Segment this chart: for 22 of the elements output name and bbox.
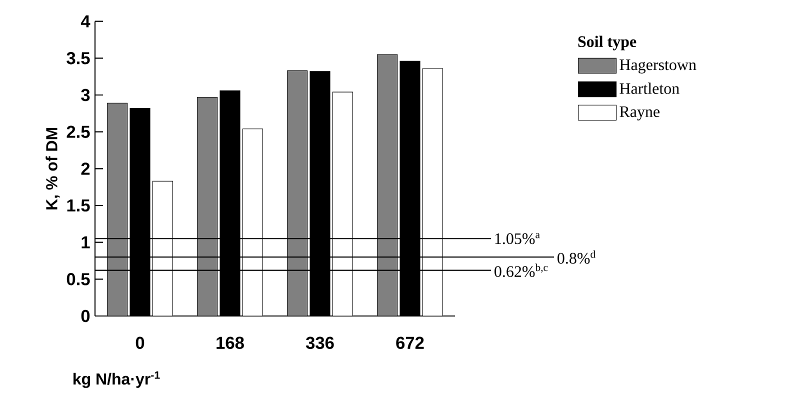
- x-tick-label: 168: [216, 336, 244, 349]
- x-tick-label: 0: [136, 336, 144, 349]
- y-tick-label: 3.5: [66, 52, 90, 64]
- ref-line-label: 0.62%$^{b,c}$: [494, 264, 548, 278]
- legend-title: Soil type: [578, 36, 636, 50]
- y-tick-label: 4: [80, 15, 90, 28]
- ref-line-label: 1.05%$^{a}$: [495, 233, 540, 244]
- y-tick-label: 1: [82, 236, 90, 248]
- x-tick-label: 672: [396, 336, 424, 349]
- legend-label: Rayne: [620, 106, 660, 120]
- y-tick-label: 2: [81, 162, 90, 175]
- y-tick-label: 1.5: [67, 199, 90, 212]
- y-axis-title: K, % of DM: [46, 128, 60, 210]
- y-tick-label: 2.5: [66, 126, 90, 138]
- y-tick-label: 0.5: [66, 273, 90, 286]
- x-tick-label: 336: [306, 336, 334, 349]
- ref-line-label: 0.8%$^{d}$: [558, 250, 596, 264]
- legend-label: Hagerstown: [620, 60, 696, 74]
- y-tick-label: 3: [81, 88, 90, 102]
- x-axis-title: kg N/ha·yr$^{-1}$: [74, 371, 160, 388]
- legend-label: Hartleton: [620, 82, 680, 94]
- y-tick-label: 0: [81, 310, 90, 322]
